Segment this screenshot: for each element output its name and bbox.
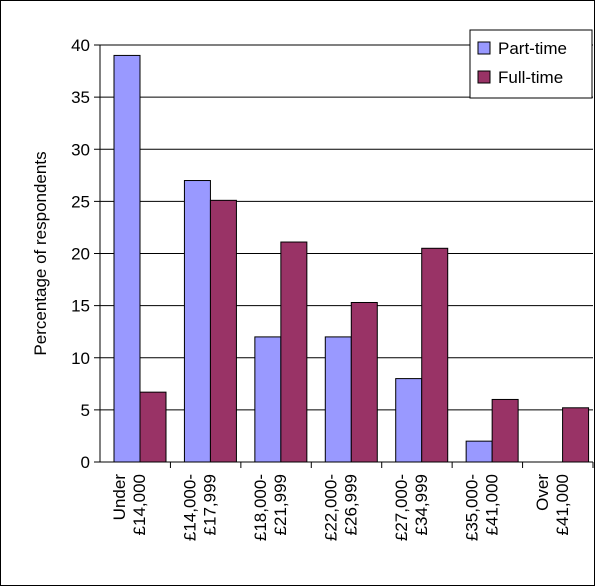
x-tick-label: £41,000 (553, 474, 572, 535)
bar-part-time-1 (183, 180, 211, 463)
y-tick-label: 20 (71, 245, 90, 264)
y-tick-label: 5 (81, 401, 90, 420)
y-tick-label: 35 (71, 88, 90, 107)
x-tick-label: £26,999 (342, 474, 361, 535)
x-tick-label: Over (533, 474, 552, 511)
y-tick-label: 0 (81, 453, 90, 472)
y-tick-label: 30 (71, 140, 90, 159)
x-tick-label: £22,000- (322, 474, 341, 541)
x-tick-label: £35,000- (462, 474, 481, 541)
x-tick-label: £17,999 (201, 474, 220, 535)
bar-full-time-0 (139, 391, 167, 463)
y-tick-label: 40 (71, 36, 90, 55)
axes (94, 44, 594, 468)
legend-box (469, 29, 593, 99)
x-tick-label: £18,000- (251, 474, 270, 541)
legend: Part-time Full-time (469, 29, 593, 99)
bar-full-time-6 (562, 407, 590, 463)
legend-label: Part-time (498, 39, 567, 58)
x-tick-label: £34,999 (412, 474, 431, 535)
y-axis-label: Percentage of respondents (31, 151, 50, 355)
y-tick-labels: 0 5 10 15 20 25 30 35 40 (71, 36, 90, 472)
x-tick-label: £27,000- (392, 474, 411, 541)
bar-part-time-0 (113, 54, 141, 463)
legend-label: Full-time (498, 68, 563, 87)
y-tick-label: 25 (71, 192, 90, 211)
bar-full-time-3 (350, 301, 378, 463)
y-tick-label: 15 (71, 297, 90, 316)
x-tick-label: £14,000 (130, 474, 149, 535)
bar-full-time-5 (491, 398, 519, 463)
x-tick-label: £21,999 (271, 474, 290, 535)
legend-swatch (477, 70, 491, 84)
bar-part-time-2 (254, 336, 282, 463)
x-tick-labels: Under £14,000 £14,000- £17,999 £18,000- £21,9… (110, 474, 572, 541)
legend-swatch (477, 41, 491, 55)
x-tick-label: £41,000 (482, 474, 501, 535)
bar-full-time-4 (421, 247, 449, 463)
bar-part-time-3 (324, 336, 352, 463)
bar-part-time-5 (465, 440, 493, 463)
bars (113, 54, 590, 463)
y-tick-label: 10 (71, 349, 90, 368)
x-tick-label: Under (110, 474, 129, 521)
x-tick-label: £14,000- (181, 474, 200, 541)
bar-full-time-2 (280, 241, 308, 463)
bar-part-time-4 (395, 378, 423, 463)
bar-full-time-1 (209, 199, 237, 463)
